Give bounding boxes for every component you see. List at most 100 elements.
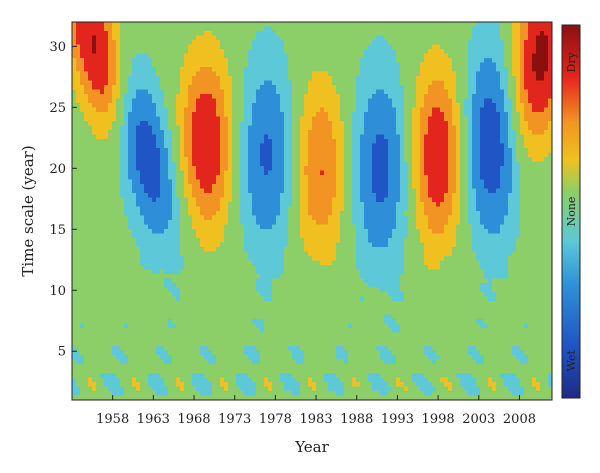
contour-cell [364,49,369,55]
contour-cell [212,202,217,208]
contour-cell [500,166,505,172]
contour-cell [532,143,537,149]
contour-cell [316,22,321,28]
contour-cell [484,166,489,172]
contour-cell [236,103,241,109]
contour-cell [288,179,293,185]
contour-cell [428,170,433,176]
contour-cell [124,125,129,131]
contour-cell [164,206,169,212]
contour-cell [452,62,457,68]
contour-cell [452,40,457,46]
contour-cell [320,71,325,77]
contour-cell [516,170,521,176]
contour-cell [236,197,241,203]
contour-cell [476,89,481,95]
contour-cell [336,76,341,82]
contour-cell [372,188,377,194]
contour-cell [444,139,449,145]
contour-cell [496,148,501,154]
contour-cell [120,130,125,136]
contour-cell [392,94,397,100]
contour-cell [136,103,141,109]
contour-cell [196,148,201,154]
contour-cell [488,134,493,140]
contour-cell [204,116,209,122]
contour-cell [344,40,349,46]
contour-cell [392,107,397,113]
contour-cell [164,148,169,154]
contour-cell [212,152,217,158]
contour-cell [324,71,329,77]
contour-cell [316,71,321,77]
contour-cell [88,35,93,41]
contour-cell [452,76,457,82]
contour-cell [116,76,121,82]
contour-cell [480,22,485,28]
contour-cell [540,161,545,167]
contour-cell [92,31,97,37]
contour-cell [152,71,157,77]
contour-cell [76,112,81,118]
contour-cell [512,202,517,208]
contour-cell [128,170,133,176]
contour-cell [512,175,517,181]
contour-cell [216,193,221,199]
contour-cell [324,125,329,131]
contour-cell [188,184,193,190]
contour-cell [200,112,205,118]
contour-cell [520,53,525,59]
contour-cell [436,62,441,68]
contour-cell [88,76,93,82]
contour-cell [540,35,545,41]
contour-cell [148,26,153,32]
contour-cell [192,170,197,176]
contour-cell [224,103,229,109]
contour-cell [432,148,437,154]
contour-cell [288,161,293,167]
contour-cell [408,44,413,50]
contour-cell [496,22,501,28]
contour-cell [144,44,149,50]
contour-cell [416,76,421,82]
contour-cell [172,197,177,203]
contour-cell [472,152,477,158]
contour-cell [528,26,533,32]
contour-cell [408,49,413,55]
contour-cell [252,130,257,136]
contour-cell [408,35,413,41]
contour-cell [524,197,529,203]
contour-cell [116,116,121,122]
contour-cell [472,157,477,163]
contour-cell [536,161,541,167]
contour-cell [112,58,117,64]
contour-cell [120,112,125,118]
contour-cell [152,76,157,82]
contour-cell [216,26,221,32]
contour-cell [548,85,552,91]
contour-cell [256,206,261,212]
contour-cell [324,103,329,109]
contour-cell [176,161,181,167]
contour-cell [284,193,289,199]
contour-cell [156,71,161,77]
contour-cell [140,35,145,41]
contour-cell [260,179,265,185]
contour-cell [520,152,525,158]
contour-cell [156,62,161,68]
contour-cell [356,98,361,104]
contour-cell [76,58,81,64]
contour-cell [540,197,545,203]
contour-cell [504,121,509,127]
contour-cell [108,85,113,91]
contour-cell [312,202,317,208]
contour-cell [216,85,221,91]
contour-cell [336,116,341,122]
contour-cell [100,112,105,118]
contour-cell [528,49,533,55]
contour-cell [336,35,341,41]
contour-cell [296,71,301,77]
contour-cell [72,22,77,28]
contour-cell [76,89,81,95]
